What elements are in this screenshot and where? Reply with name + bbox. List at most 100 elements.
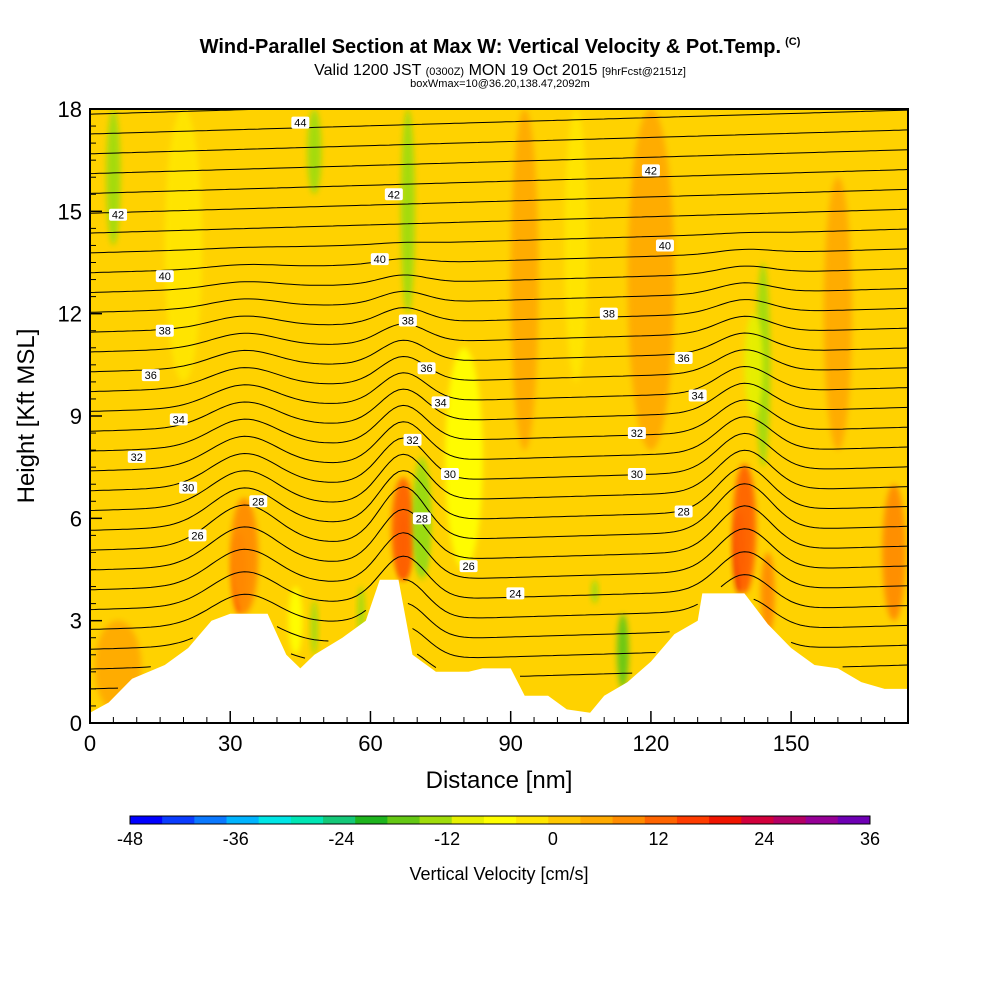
- contour-label-bg: [674, 352, 693, 365]
- colorbar-tick-label: 12: [649, 829, 669, 849]
- theta-label: 42: [112, 210, 124, 222]
- colorbar-swatch: [805, 816, 839, 824]
- colorbar-swatch: [676, 816, 710, 824]
- colorbar-tick-label: -36: [223, 829, 249, 849]
- velocity-cell: [164, 109, 203, 382]
- contour-label-bg: [459, 560, 478, 573]
- theta-label: 26: [191, 530, 203, 542]
- velocity-cell: [627, 109, 675, 451]
- theta-label: 38: [603, 309, 615, 321]
- theta-isoline: [90, 528, 908, 591]
- velocity-cell: [882, 484, 906, 621]
- theta-isoline: [90, 365, 908, 412]
- x-axis-title: Distance [nm]: [426, 767, 573, 794]
- contour-label-bg: [398, 314, 417, 327]
- colorbar-tick-label: 24: [754, 829, 774, 849]
- colorbar-swatch: [451, 816, 485, 824]
- colorbar-swatch: [355, 816, 388, 824]
- colorbar-swatch: [323, 816, 356, 824]
- theta-label: 28: [416, 513, 428, 525]
- colorbar-swatch: [837, 816, 871, 824]
- theta-label: 36: [420, 363, 432, 375]
- theta-label: 42: [388, 189, 400, 201]
- contour-label-bg: [188, 529, 207, 542]
- y-tick-label: 3: [70, 609, 82, 634]
- colorbar-tick-label: -24: [328, 829, 354, 849]
- theta-label: 34: [173, 414, 185, 426]
- contour-label-bg: [291, 116, 310, 129]
- colorbar-swatch: [709, 816, 742, 824]
- box-info: boxWmax=10@36.20,138.47,2092m: [410, 78, 590, 90]
- theta-label: 28: [252, 496, 264, 508]
- y-tick-label: 0: [70, 711, 82, 736]
- colorbar-tick-label: 36: [860, 829, 880, 849]
- theta-label: 34: [692, 391, 704, 403]
- contour-label-bg: [169, 413, 188, 426]
- contour-label-bg: [627, 467, 646, 480]
- colorbar-swatch: [580, 816, 614, 824]
- contour-label-bg: [249, 495, 268, 508]
- velocity-cell: [760, 552, 775, 635]
- contour-label-bg: [417, 362, 436, 375]
- theta-label: 40: [659, 240, 671, 252]
- theta-isoline: [90, 598, 908, 650]
- velocity-cell: [307, 109, 322, 195]
- theta-isoline: [90, 449, 908, 511]
- colorbar-tick-label: 0: [548, 829, 558, 849]
- colorbar-swatch: [258, 816, 292, 824]
- velocity-cell: [106, 109, 121, 246]
- x-tick-label: 90: [498, 731, 522, 756]
- terrain-mask: [90, 579, 908, 723]
- theta-isoline: [90, 432, 908, 492]
- copyright-mark: (C): [785, 36, 801, 49]
- contour-label-bg: [440, 467, 459, 480]
- colorbar-swatch: [194, 816, 228, 824]
- colorbar-swatch: [773, 816, 807, 824]
- theta-label: 32: [406, 435, 418, 447]
- y-tick-label: 9: [70, 404, 82, 429]
- theta-label: 30: [444, 469, 456, 481]
- theta-isoline: [90, 653, 908, 690]
- contour-label-bg: [403, 433, 422, 446]
- colorbar-swatch: [130, 816, 163, 824]
- colorbar-swatch: [516, 816, 549, 824]
- velocity-cell: [230, 497, 259, 614]
- y-tick-label: 18: [58, 97, 82, 122]
- theta-label: 40: [374, 254, 386, 266]
- theta-label: 40: [159, 271, 171, 283]
- theta-isoline: [90, 169, 908, 194]
- chart-title: Wind-Parallel Section at Max W: Vertical…: [199, 36, 801, 58]
- valid-utc: (0300Z): [425, 66, 465, 78]
- y-tick-label: 12: [58, 302, 82, 327]
- x-tick-label: 0: [84, 731, 96, 756]
- contour-label-bg: [412, 512, 431, 525]
- theta-label: 24: [509, 588, 521, 600]
- colorbar-tick-label: -12: [434, 829, 460, 849]
- contour-label-bg: [674, 505, 693, 518]
- colorbar: -48 -36 -24 -12 0 12 24 36: [117, 815, 880, 849]
- theta-label: 36: [678, 353, 690, 365]
- colorbar-swatch: [290, 816, 324, 824]
- theta-isoline: [90, 282, 908, 313]
- terrain-profile: [90, 579, 908, 723]
- colorbar-swatch: [741, 816, 774, 824]
- theta-isoline: [90, 574, 908, 630]
- theta-label: 30: [631, 469, 643, 481]
- velocity-cell: [564, 109, 588, 382]
- theta-isoline: [90, 628, 908, 670]
- contour-label-bg: [627, 427, 646, 440]
- theta-isoline: [90, 109, 284, 115]
- y-tick-label: 6: [70, 506, 82, 531]
- contour-label-bg: [688, 389, 707, 402]
- theta-label: 36: [145, 370, 157, 382]
- contour-label-bg: [127, 450, 146, 463]
- velocity-cell: [288, 586, 303, 655]
- velocity-cell: [823, 177, 852, 451]
- theta-isoline: [90, 349, 908, 393]
- velocity-cell: [744, 313, 764, 417]
- contour-label-bg: [109, 208, 128, 221]
- theta-isoline: [90, 265, 908, 293]
- theta-label: 26: [462, 561, 474, 573]
- contour-label-bg: [179, 481, 198, 494]
